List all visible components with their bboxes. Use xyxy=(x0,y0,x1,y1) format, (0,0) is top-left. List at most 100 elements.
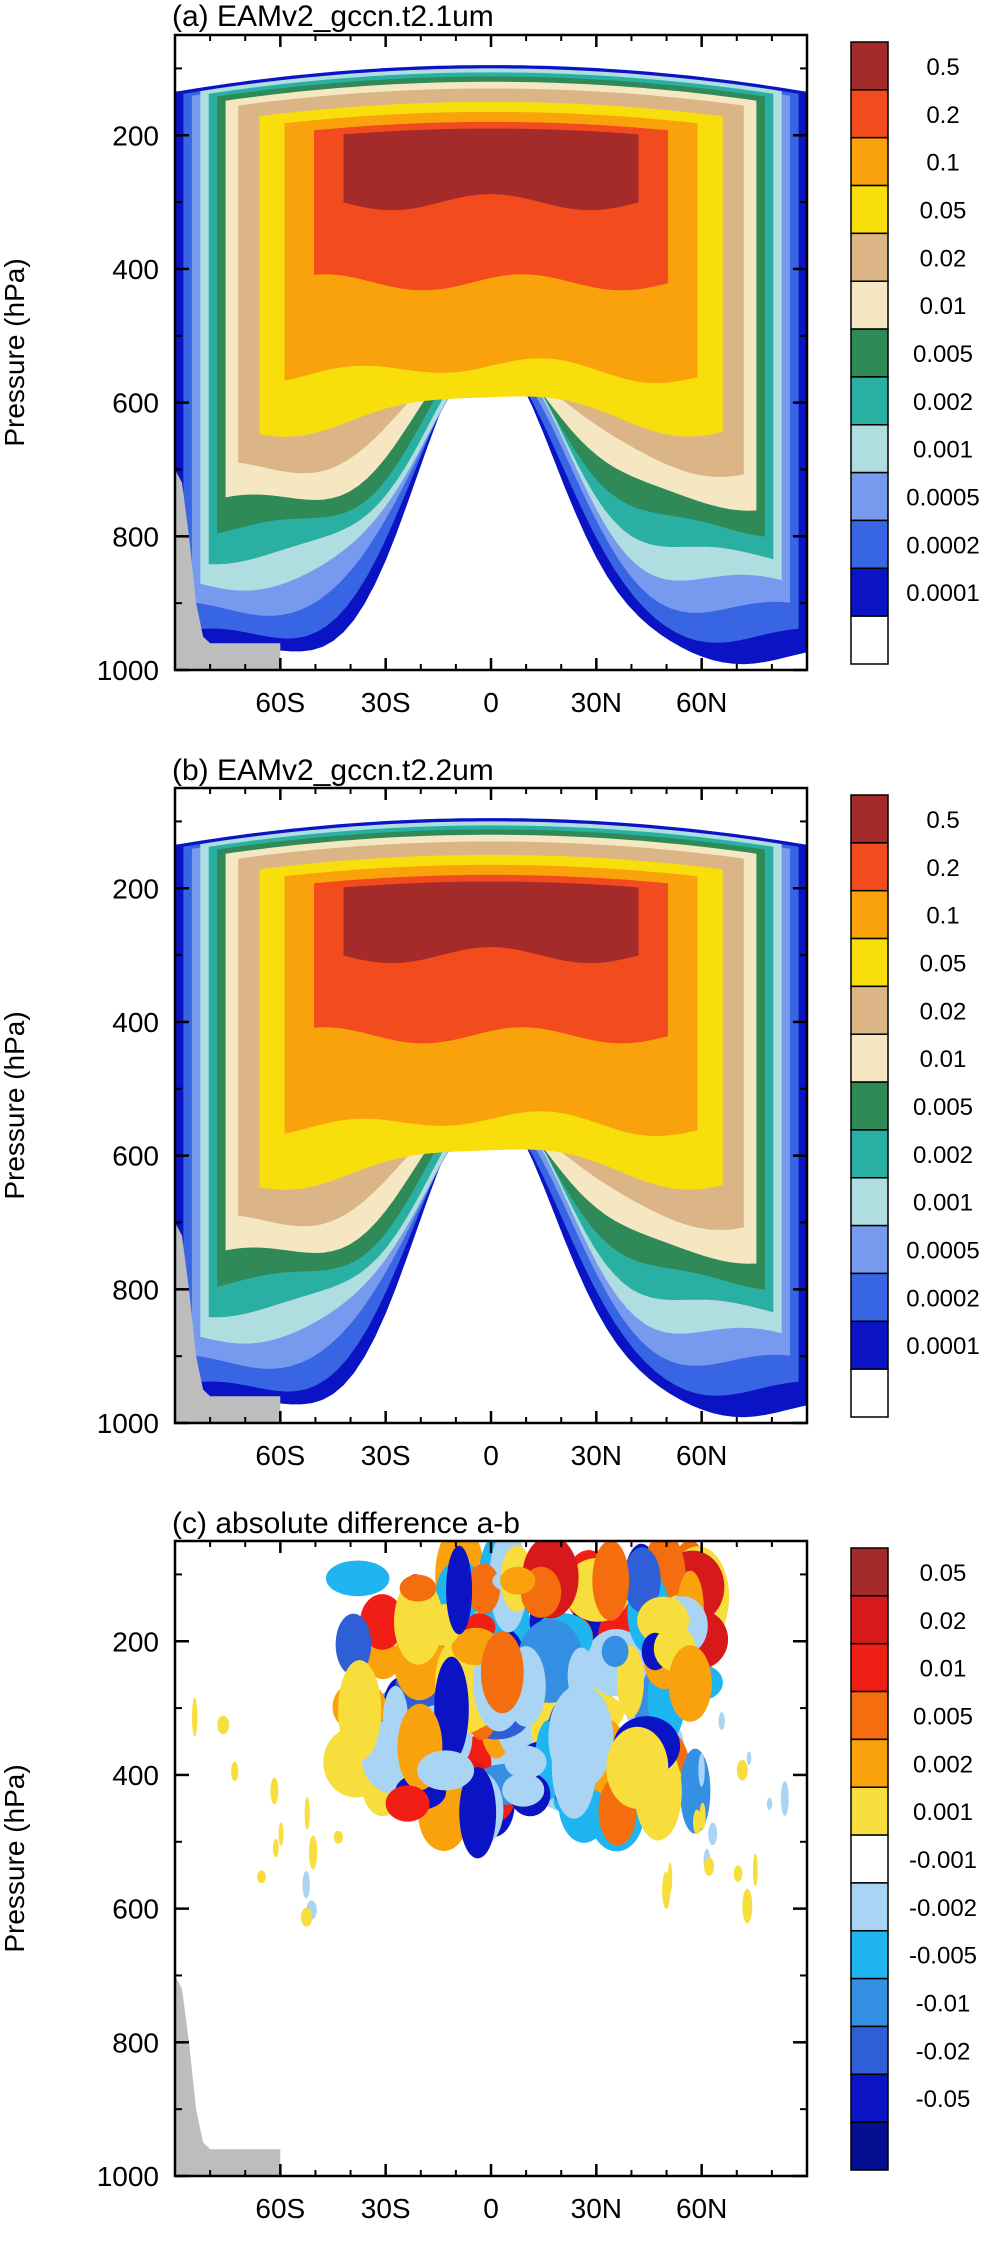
panel-c-blob xyxy=(500,1566,536,1595)
panel-c-blob xyxy=(446,1545,473,1635)
panel-b-colorbar-swatch xyxy=(850,1129,889,1179)
panel-c-y-axis-label: Pressure (hPa) xyxy=(0,1764,30,1952)
panel-c-colorbar-label: -0.01 xyxy=(916,1991,971,2018)
panel-c-blob xyxy=(385,1785,430,1822)
panel-c-blob xyxy=(693,1809,702,1835)
panel-c-blob xyxy=(338,1660,382,1761)
panel-a-y-tick-label: 200 xyxy=(112,120,159,151)
panel-c-x-tick-label: 0 xyxy=(483,2193,499,2224)
panel-c-colorbar-label: -0.005 xyxy=(909,1943,977,1970)
panel-c-blob xyxy=(746,1751,752,1765)
panel-c-field xyxy=(175,1541,789,2176)
panel-b-colorbar-label: 0.001 xyxy=(913,1190,973,1217)
panel-a-colorbar-label: 0.001 xyxy=(913,437,973,464)
panel-a-y-tick-label: 600 xyxy=(112,388,159,419)
panel-c-blob xyxy=(434,1656,469,1762)
panel-b-colorbar-label: 0.02 xyxy=(920,998,967,1025)
panel-a-x-axis: 60S 30S 0 30N 60N xyxy=(209,35,773,718)
panel-a-plot-area xyxy=(173,33,809,672)
panel-b-y-tick-label: 400 xyxy=(112,1007,159,1038)
panel-c-blob xyxy=(502,1773,545,1807)
panel-c-blob xyxy=(592,1541,630,1621)
panel-a-colorbar-swatch xyxy=(850,567,889,617)
panel-a-colorbar-swatch xyxy=(850,615,889,665)
panel-c-blob xyxy=(270,1777,279,1805)
panel-c-colorbar-label: -0.02 xyxy=(916,2038,971,2065)
panel-b-band-11 xyxy=(343,881,639,964)
panel-c-blob xyxy=(698,1753,705,1787)
panel-b-y-tick-label: 200 xyxy=(112,873,159,904)
panel-c-blob xyxy=(668,1645,712,1722)
panel-c-blob xyxy=(366,1640,401,1680)
panel-c-colorbar-label: 0.005 xyxy=(913,1703,973,1730)
panel-a-x-tick-label: 30N xyxy=(571,687,622,718)
panel-b-plot-area xyxy=(173,786,809,1425)
panel-c-title: (c) absolute difference a-b xyxy=(172,1507,520,1540)
panel-a-x-tick-label: 60S xyxy=(255,687,305,718)
panel-b-colorbar-swatch xyxy=(850,1081,889,1131)
panel-c-blob xyxy=(302,1871,310,1899)
panel-c-blob xyxy=(310,1843,316,1870)
panel-a-x-tick-label: 60N xyxy=(676,687,727,718)
panel-a-colorbar-label: 0.1 xyxy=(926,150,959,177)
panel-c-blob xyxy=(504,1745,547,1779)
panel-b-y-axis-label: Pressure (hPa) xyxy=(0,1011,30,1199)
panel-c-colorbar-swatch xyxy=(850,1977,889,2028)
panel-c-colorbar-swatch xyxy=(850,2073,889,2123)
panel-a-field xyxy=(175,65,807,670)
panel-c-colorbar-swatch xyxy=(850,1547,889,1597)
panel-c-blob xyxy=(567,1647,595,1705)
panel-a-colorbar-swatch xyxy=(850,328,889,378)
panel-c-blob xyxy=(335,1613,372,1676)
panel-a-x-tick-label: 0 xyxy=(483,687,499,718)
panel-a-y-tick-label: 800 xyxy=(112,521,159,552)
panel-c-blob xyxy=(718,1712,725,1730)
panel-c-colorbar-swatch xyxy=(850,1930,889,1980)
panel-b-colorbar-label: 0.1 xyxy=(926,903,959,930)
panel-c-colorbar-label: -0.001 xyxy=(909,1847,977,1874)
panel-a-colorbar-swatch xyxy=(850,89,889,139)
panel-b-land-mask xyxy=(175,1222,281,1423)
panel-c-blob xyxy=(257,1870,266,1884)
panel-b-colorbar-swatch xyxy=(850,794,889,844)
panel-b-colorbar-swatch xyxy=(850,1177,889,1227)
panel-c-colorbar-swatch xyxy=(850,2025,889,2076)
panel-c-colorbar-swatch xyxy=(850,1595,889,1645)
panel-a-colorbar-swatch xyxy=(850,424,889,474)
panel-c-blob xyxy=(752,1853,758,1887)
panel-a-land-mask xyxy=(175,469,281,670)
panel-c-colorbar-swatch xyxy=(850,1642,889,1693)
panel-c-colorbar-swatch xyxy=(850,1882,889,1932)
panel-a-colorbar-label: 0.05 xyxy=(920,197,967,224)
panel-b-x-tick-label: 60S xyxy=(255,1440,305,1471)
panel-a-y-axis-label: Pressure (hPa) xyxy=(0,258,30,446)
panel-c-colorbar-swatch xyxy=(850,1834,889,1884)
panel-a-colorbar-label: 0.005 xyxy=(913,341,973,368)
panel-c-blob xyxy=(304,1796,310,1830)
panel-b-colorbar-label: 0.2 xyxy=(926,855,959,882)
panel-a-colorbar-swatch xyxy=(850,519,889,570)
panel-c-blob xyxy=(708,1822,718,1846)
panel-c-blob xyxy=(300,1907,313,1927)
panel-a-colorbar-label: 0.01 xyxy=(920,293,967,320)
panel-b-colorbar-swatch xyxy=(850,889,889,940)
panel-c-colorbar-label: 0.02 xyxy=(920,1608,967,1635)
panel-b-colorbar-label: 0.0001 xyxy=(906,1333,979,1360)
panel-c-x-tick-label: 30S xyxy=(361,2193,411,2224)
panel-c-colorbar-label: -0.05 xyxy=(916,2086,971,2113)
panel-c-blob xyxy=(459,1767,497,1859)
panel-c-colorbar-swatch xyxy=(850,1786,889,1836)
panel-c-blob xyxy=(325,1560,390,1597)
panel-c-blob xyxy=(780,1781,789,1816)
panel-c-blob xyxy=(699,1802,706,1830)
panel-b-colorbar-swatch xyxy=(850,1033,889,1083)
panel-b: (b) EAMv2_gccn.t2.2um 60S 30S 0 30N 60N 200 4… xyxy=(0,754,980,1471)
panel-c-blob xyxy=(616,1645,644,1718)
panel-c-y-axis: 200 400 600 800 1000 xyxy=(97,1573,807,2192)
panel-c-colorbar-swatch xyxy=(850,2121,889,2171)
panel-b-y-tick-label: 800 xyxy=(112,1274,159,1305)
panel-b-field xyxy=(175,818,807,1423)
panel-c-blob xyxy=(742,1888,753,1924)
panel-b-colorbar-swatch xyxy=(850,1368,889,1418)
